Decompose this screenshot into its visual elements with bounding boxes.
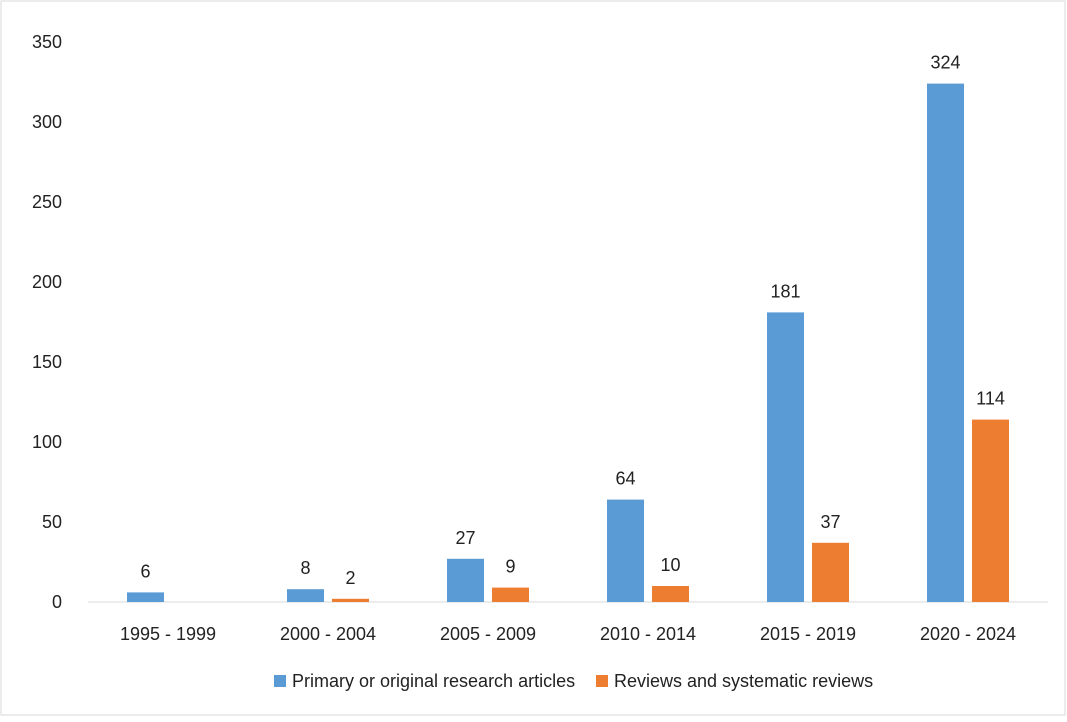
y-tick-label: 200 bbox=[32, 272, 62, 292]
data-label: 114 bbox=[976, 389, 1005, 409]
y-tick-label: 50 bbox=[42, 512, 62, 532]
y-tick-label: 250 bbox=[32, 192, 62, 212]
legend-label: Reviews and systematic reviews bbox=[614, 671, 873, 691]
legend-swatch bbox=[274, 675, 286, 687]
bar-series-2 bbox=[652, 586, 689, 602]
x-tick-label: 2000 - 2004 bbox=[280, 624, 376, 644]
x-tick-label: 1995 - 1999 bbox=[120, 624, 216, 644]
legend-label: Primary or original research articles bbox=[292, 671, 575, 691]
bar-series-1 bbox=[447, 558, 484, 602]
x-tick-label: 2020 - 2024 bbox=[920, 624, 1016, 644]
data-label: 6 bbox=[140, 561, 150, 581]
data-label: 8 bbox=[300, 558, 310, 578]
data-label: 9 bbox=[505, 557, 515, 577]
y-tick-label: 150 bbox=[32, 352, 62, 372]
y-tick-label: 350 bbox=[32, 32, 62, 52]
data-label: 2 bbox=[345, 568, 355, 588]
legend-swatch bbox=[596, 675, 608, 687]
data-label: 27 bbox=[455, 528, 475, 548]
x-tick-label: 2015 - 2019 bbox=[760, 624, 856, 644]
bars bbox=[127, 83, 1009, 603]
data-label: 64 bbox=[615, 469, 635, 489]
bar-series-1 bbox=[927, 83, 964, 603]
bar-series-2 bbox=[812, 542, 849, 602]
bar-series-2 bbox=[492, 587, 529, 602]
bar-series-1 bbox=[127, 592, 164, 602]
data-label: 324 bbox=[930, 53, 960, 73]
data-label: 37 bbox=[820, 512, 840, 532]
y-tick-label: 100 bbox=[32, 432, 62, 452]
y-axis: 0 50 100 150 200 250 300 350 bbox=[32, 32, 62, 612]
x-axis: 1995 - 1999 2000 - 2004 2005 - 2009 2010 - … bbox=[88, 601, 1048, 644]
data-label: 10 bbox=[660, 555, 680, 575]
y-tick-label: 300 bbox=[32, 112, 62, 132]
data-labels: 6 8 27 64 181 324 2 9 10 37 114 bbox=[140, 53, 1004, 588]
bar-series-2 bbox=[332, 598, 369, 602]
x-tick-label: 2010 - 2014 bbox=[600, 624, 696, 644]
x-tick-label: 2005 - 2009 bbox=[440, 624, 536, 644]
legend: Primary or original research articles Rev… bbox=[274, 671, 873, 691]
bar-series-2 bbox=[972, 419, 1009, 602]
bar-series-1 bbox=[287, 589, 324, 602]
data-label: 181 bbox=[770, 281, 800, 301]
bar-series-1 bbox=[767, 312, 804, 602]
y-tick-label: 0 bbox=[52, 592, 62, 612]
bar-series-1 bbox=[607, 499, 644, 602]
